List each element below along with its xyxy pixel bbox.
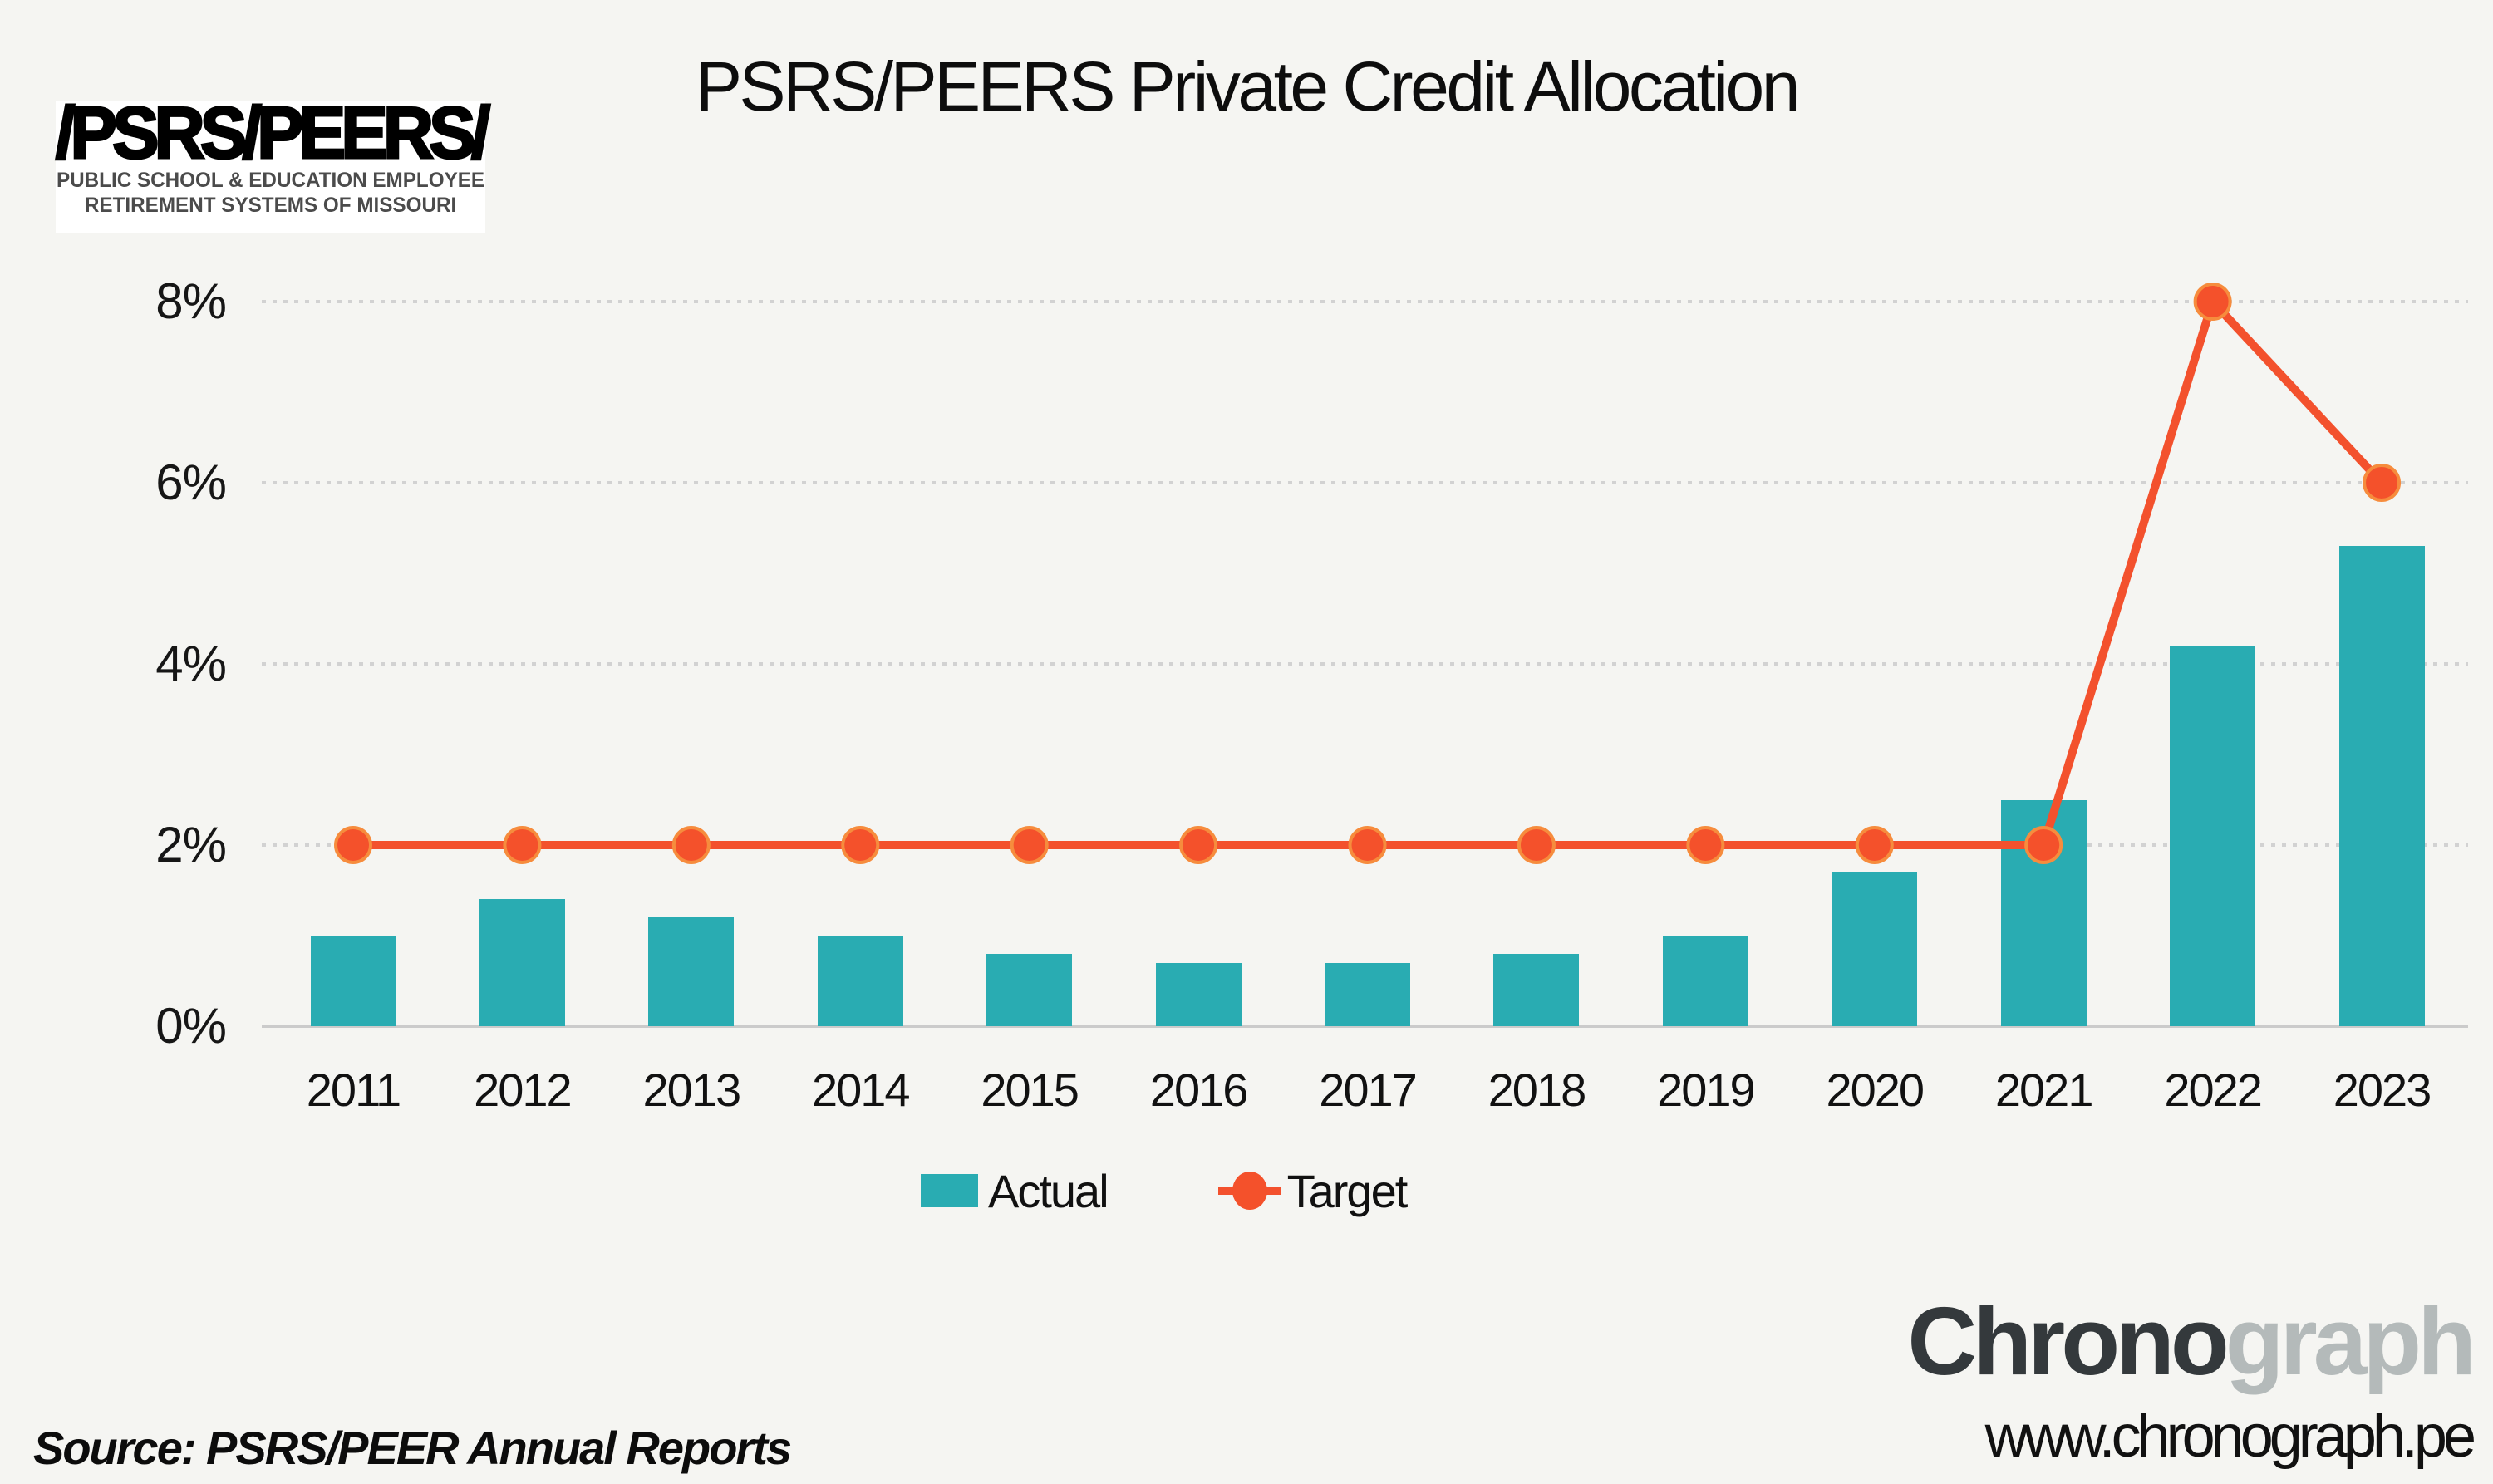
actual-bar-2012 bbox=[479, 899, 565, 1026]
actual-bar-2023 bbox=[2338, 546, 2425, 1026]
brand-light-text: graph bbox=[2225, 1287, 2476, 1395]
x-axis-label-2023: 2023 bbox=[2333, 1064, 2432, 1116]
target-point-2014 bbox=[841, 826, 880, 864]
x-axis-label-2022: 2022 bbox=[2164, 1064, 2263, 1116]
target-point-2017 bbox=[1348, 826, 1387, 864]
target-point-2019 bbox=[1686, 826, 1725, 864]
legend-item-target: Target bbox=[1217, 1165, 1408, 1217]
actual-bar-2018 bbox=[1493, 953, 1580, 1026]
x-axis-label-2017: 2017 bbox=[1319, 1064, 1418, 1116]
logo-main-text: PSRS/PEERS bbox=[69, 91, 477, 174]
legend-item-actual: Actual bbox=[921, 1165, 1109, 1217]
actual-bar-2013 bbox=[648, 917, 735, 1026]
logo-subtitle-line1: PUBLIC SCHOOL & EDUCATION EMPLOYEE bbox=[56, 168, 485, 192]
y-axis-label-2: 2% bbox=[155, 817, 227, 872]
x-axis-label-2013: 2013 bbox=[642, 1064, 742, 1116]
target-point-2013 bbox=[671, 826, 711, 864]
legend-label-actual: Actual bbox=[988, 1164, 1109, 1217]
target-point-2015 bbox=[1010, 826, 1049, 864]
actual-bar-2020 bbox=[1832, 872, 1918, 1026]
target-point-2023 bbox=[2363, 464, 2402, 502]
actual-bar-2017 bbox=[1325, 962, 1411, 1026]
x-axis-label-2014: 2014 bbox=[811, 1064, 911, 1116]
gridline-4pct bbox=[262, 662, 2468, 666]
source-note: Source: PSRS/PEER Annual Reports bbox=[33, 1422, 792, 1474]
actual-bar-2022 bbox=[2170, 646, 2256, 1026]
actual-bar-2015 bbox=[986, 953, 1073, 1026]
actual-bar-2016 bbox=[1155, 962, 1242, 1026]
actual-bar-2019 bbox=[1662, 936, 1748, 1026]
legend: Actual Target bbox=[921, 1165, 1408, 1217]
legend-label-target: Target bbox=[1286, 1164, 1409, 1217]
x-axis-label-2021: 2021 bbox=[1994, 1064, 2094, 1116]
y-axis-label-6: 6% bbox=[155, 455, 227, 510]
target-point-2021 bbox=[2024, 826, 2063, 864]
x-axis-label-2011: 2011 bbox=[306, 1064, 401, 1116]
y-axis-label-0: 0% bbox=[155, 998, 227, 1054]
target-point-2020 bbox=[1855, 826, 1894, 864]
target-point-2012 bbox=[503, 826, 542, 864]
gridline-8pct bbox=[262, 300, 2468, 303]
chronograph-branding: Chronograph www.chronograph.pe bbox=[1907, 1293, 2476, 1471]
brand-dark-text: Chrono bbox=[1907, 1287, 2229, 1395]
target-point-2022 bbox=[2193, 283, 2232, 321]
gridline-6pct bbox=[262, 481, 2468, 484]
target-point-2018 bbox=[1517, 826, 1556, 864]
target-marker-icon bbox=[1217, 1170, 1281, 1211]
x-axis-label-2019: 2019 bbox=[1657, 1064, 1756, 1116]
brand-website: www.chronograph.pe bbox=[1984, 1403, 2476, 1470]
x-axis-line bbox=[262, 1025, 2468, 1028]
x-axis-label-2016: 2016 bbox=[1149, 1064, 1249, 1116]
x-axis-label-2020: 2020 bbox=[1826, 1064, 1925, 1116]
target-line bbox=[353, 293, 2385, 849]
x-axis-label-2015: 2015 bbox=[981, 1064, 1079, 1116]
target-point-2011 bbox=[334, 826, 372, 864]
actual-bar-2011 bbox=[310, 936, 396, 1026]
y-axis-label-8: 8% bbox=[155, 273, 227, 329]
actual-bar-2014 bbox=[817, 936, 903, 1026]
x-axis-label-2018: 2018 bbox=[1487, 1064, 1587, 1116]
logo-subtitle-line2: RETIREMENT SYSTEMS OF MISSOURI bbox=[84, 193, 457, 217]
chart-title: PSRS/PEERS Private Credit Allocation bbox=[696, 47, 1800, 125]
chronograph-logo: Chronograph bbox=[1907, 1293, 2476, 1389]
actual-swatch-icon bbox=[921, 1174, 978, 1207]
y-axis-label-4: 4% bbox=[155, 636, 227, 691]
x-axis-label-2012: 2012 bbox=[474, 1064, 573, 1116]
target-point-2016 bbox=[1179, 826, 1218, 864]
